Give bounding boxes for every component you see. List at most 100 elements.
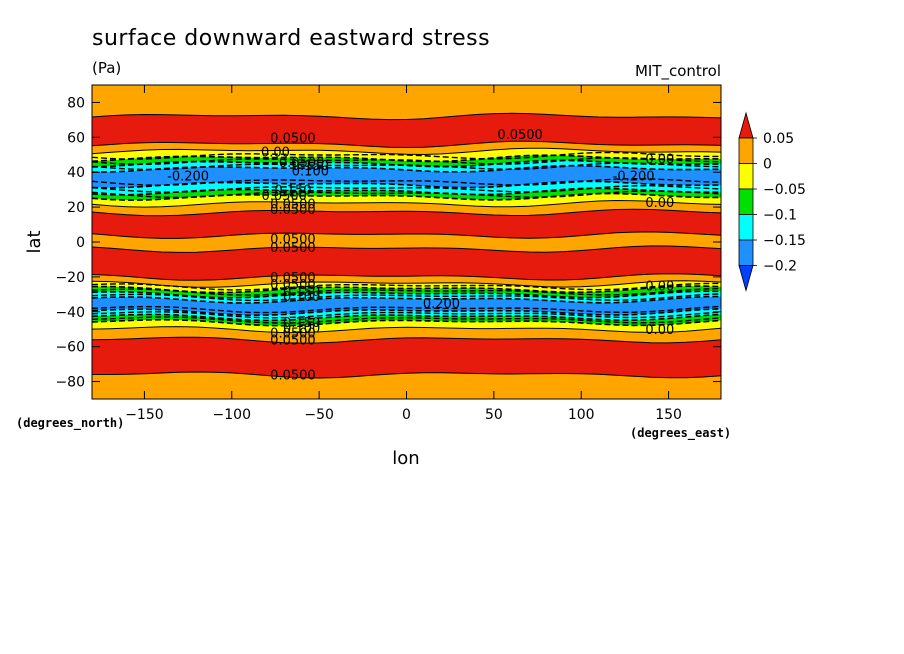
contour-line <box>92 184 721 193</box>
contour-value-label: 0.150 <box>283 316 320 331</box>
contour-value-label: -0.200 <box>167 170 209 185</box>
y-tick-label: 40 <box>67 165 85 181</box>
contour-line <box>92 273 721 281</box>
y-tick-label: 20 <box>67 200 85 216</box>
contour-line <box>92 326 721 334</box>
contour-line <box>92 190 721 199</box>
contour-labels: 0.0500 0.05000.000.000.05000.1500.100-0.2… <box>167 128 674 384</box>
colorbar-level-label: −0.2 <box>763 259 797 275</box>
contour-line <box>92 177 721 187</box>
contour-band <box>92 273 721 288</box>
contour-value-label: 0.0500 <box>270 271 316 286</box>
contour-band <box>92 113 721 148</box>
contour-value-label: 0.00 <box>645 280 674 295</box>
contour-line <box>92 371 721 379</box>
x-axis-units: (degrees_east) <box>630 426 731 441</box>
contour-value-label: 0.0500 <box>270 241 316 256</box>
contour-value-label: 0.0500 <box>270 369 316 384</box>
contour-band <box>92 326 721 344</box>
contour-value-label: 0.100 <box>283 290 320 305</box>
contour-band <box>92 85 721 120</box>
contour-value-label: 0.200 <box>423 297 460 312</box>
contour-line <box>92 112 721 121</box>
x-tick-label: −50 <box>304 407 334 423</box>
x-tick-label: 150 <box>655 407 682 423</box>
x-tick-label: 100 <box>568 407 595 423</box>
colorbar-segment <box>738 188 754 215</box>
colorbar-segment <box>738 214 754 241</box>
colorbar-segment <box>738 163 754 190</box>
contour-line <box>92 305 721 314</box>
contour-line <box>92 290 721 299</box>
contour-band <box>92 314 721 326</box>
contour-value-label: 0.0500 <box>279 156 325 171</box>
y-tick-label: 60 <box>67 130 85 146</box>
chart-title: surface downward eastward stress <box>92 26 490 51</box>
contour-line <box>92 308 721 317</box>
y-axis-units: (degrees_north) <box>16 416 124 431</box>
contour-value-label: 0.00 <box>645 196 674 211</box>
colorbar-level-label: −0.05 <box>763 182 806 198</box>
contour-line <box>92 311 721 319</box>
y-axis-label: lat <box>24 230 45 253</box>
contour-band <box>92 372 721 399</box>
contour-value-label: 0.00 <box>261 145 290 160</box>
contour-line <box>92 151 721 160</box>
colorbar-level-label: −0.1 <box>763 208 797 224</box>
contour-value-label: 0.0500 <box>261 189 307 204</box>
contour-value-label: 0.0500 <box>270 334 316 349</box>
contour-value-label: 0.0500 <box>270 233 316 248</box>
y-tick-label: −40 <box>55 305 85 321</box>
contour-line <box>92 245 721 253</box>
contour-line <box>92 282 721 291</box>
contour-line <box>92 231 721 239</box>
contour-band <box>92 209 721 239</box>
contour-band <box>92 296 721 316</box>
colorbar-level-label: 0.05 <box>763 131 794 147</box>
contour-band <box>92 245 721 281</box>
contour-value-label: 0.150 <box>274 184 311 199</box>
contour-line <box>92 187 721 196</box>
y-tick-label: −60 <box>55 340 85 356</box>
colorbar-level-label: 0 <box>763 157 772 173</box>
contour-band <box>92 337 721 378</box>
contour-value-label: 0.100 <box>292 164 329 179</box>
contour-value-label: 0.00 <box>645 323 674 338</box>
contour-value-label: 0.0500 <box>270 203 316 218</box>
contour-value-label: 0.0500 <box>270 131 316 146</box>
contour-band <box>92 319 721 333</box>
colorbar-segment <box>738 137 754 164</box>
x-axis-label: lon <box>392 448 419 469</box>
contour-line <box>92 336 721 344</box>
colorbar-bottom-arrow <box>738 265 754 292</box>
contour-band <box>92 181 721 195</box>
contour-line <box>92 316 721 324</box>
contour-line <box>92 287 721 296</box>
contour-value-label: 0.150 <box>283 285 320 300</box>
y-axis-ticks: 80 60 40 20 0 −20 −40 −60 −80 <box>55 95 721 391</box>
colorbar-segment <box>738 239 754 266</box>
contour-value-label: 0.0500 <box>270 278 316 293</box>
contour-line <box>92 318 721 327</box>
contour-fill-bands <box>92 85 721 399</box>
contour-line <box>92 140 721 149</box>
contour-value-label: 0.150 <box>292 159 329 174</box>
x-tick-label: −150 <box>125 407 163 423</box>
contour-value-label: 0.00 <box>645 152 674 167</box>
x-tick-label: 0 <box>402 407 411 423</box>
x-tick-label: 50 <box>485 407 503 423</box>
contour-line <box>92 208 721 217</box>
contour-line <box>92 313 721 322</box>
y-tick-label: 0 <box>76 235 85 251</box>
dataset-label: MIT_control <box>635 62 721 81</box>
contour-value-label: 0.100 <box>283 321 320 336</box>
contour-value-label: 0.0500 <box>497 128 543 143</box>
colorbar-legend: 0.05 0 −0.05 −0.1 −0.15 −0.2 <box>738 111 806 292</box>
chart-units: (Pa) <box>92 59 121 77</box>
contour-value-label: 0.0500 <box>270 327 316 342</box>
y-tick-label: −20 <box>55 270 85 286</box>
y-tick-label: 80 <box>67 95 85 111</box>
contour-line <box>92 295 721 304</box>
y-tick-label: −80 <box>55 375 85 391</box>
